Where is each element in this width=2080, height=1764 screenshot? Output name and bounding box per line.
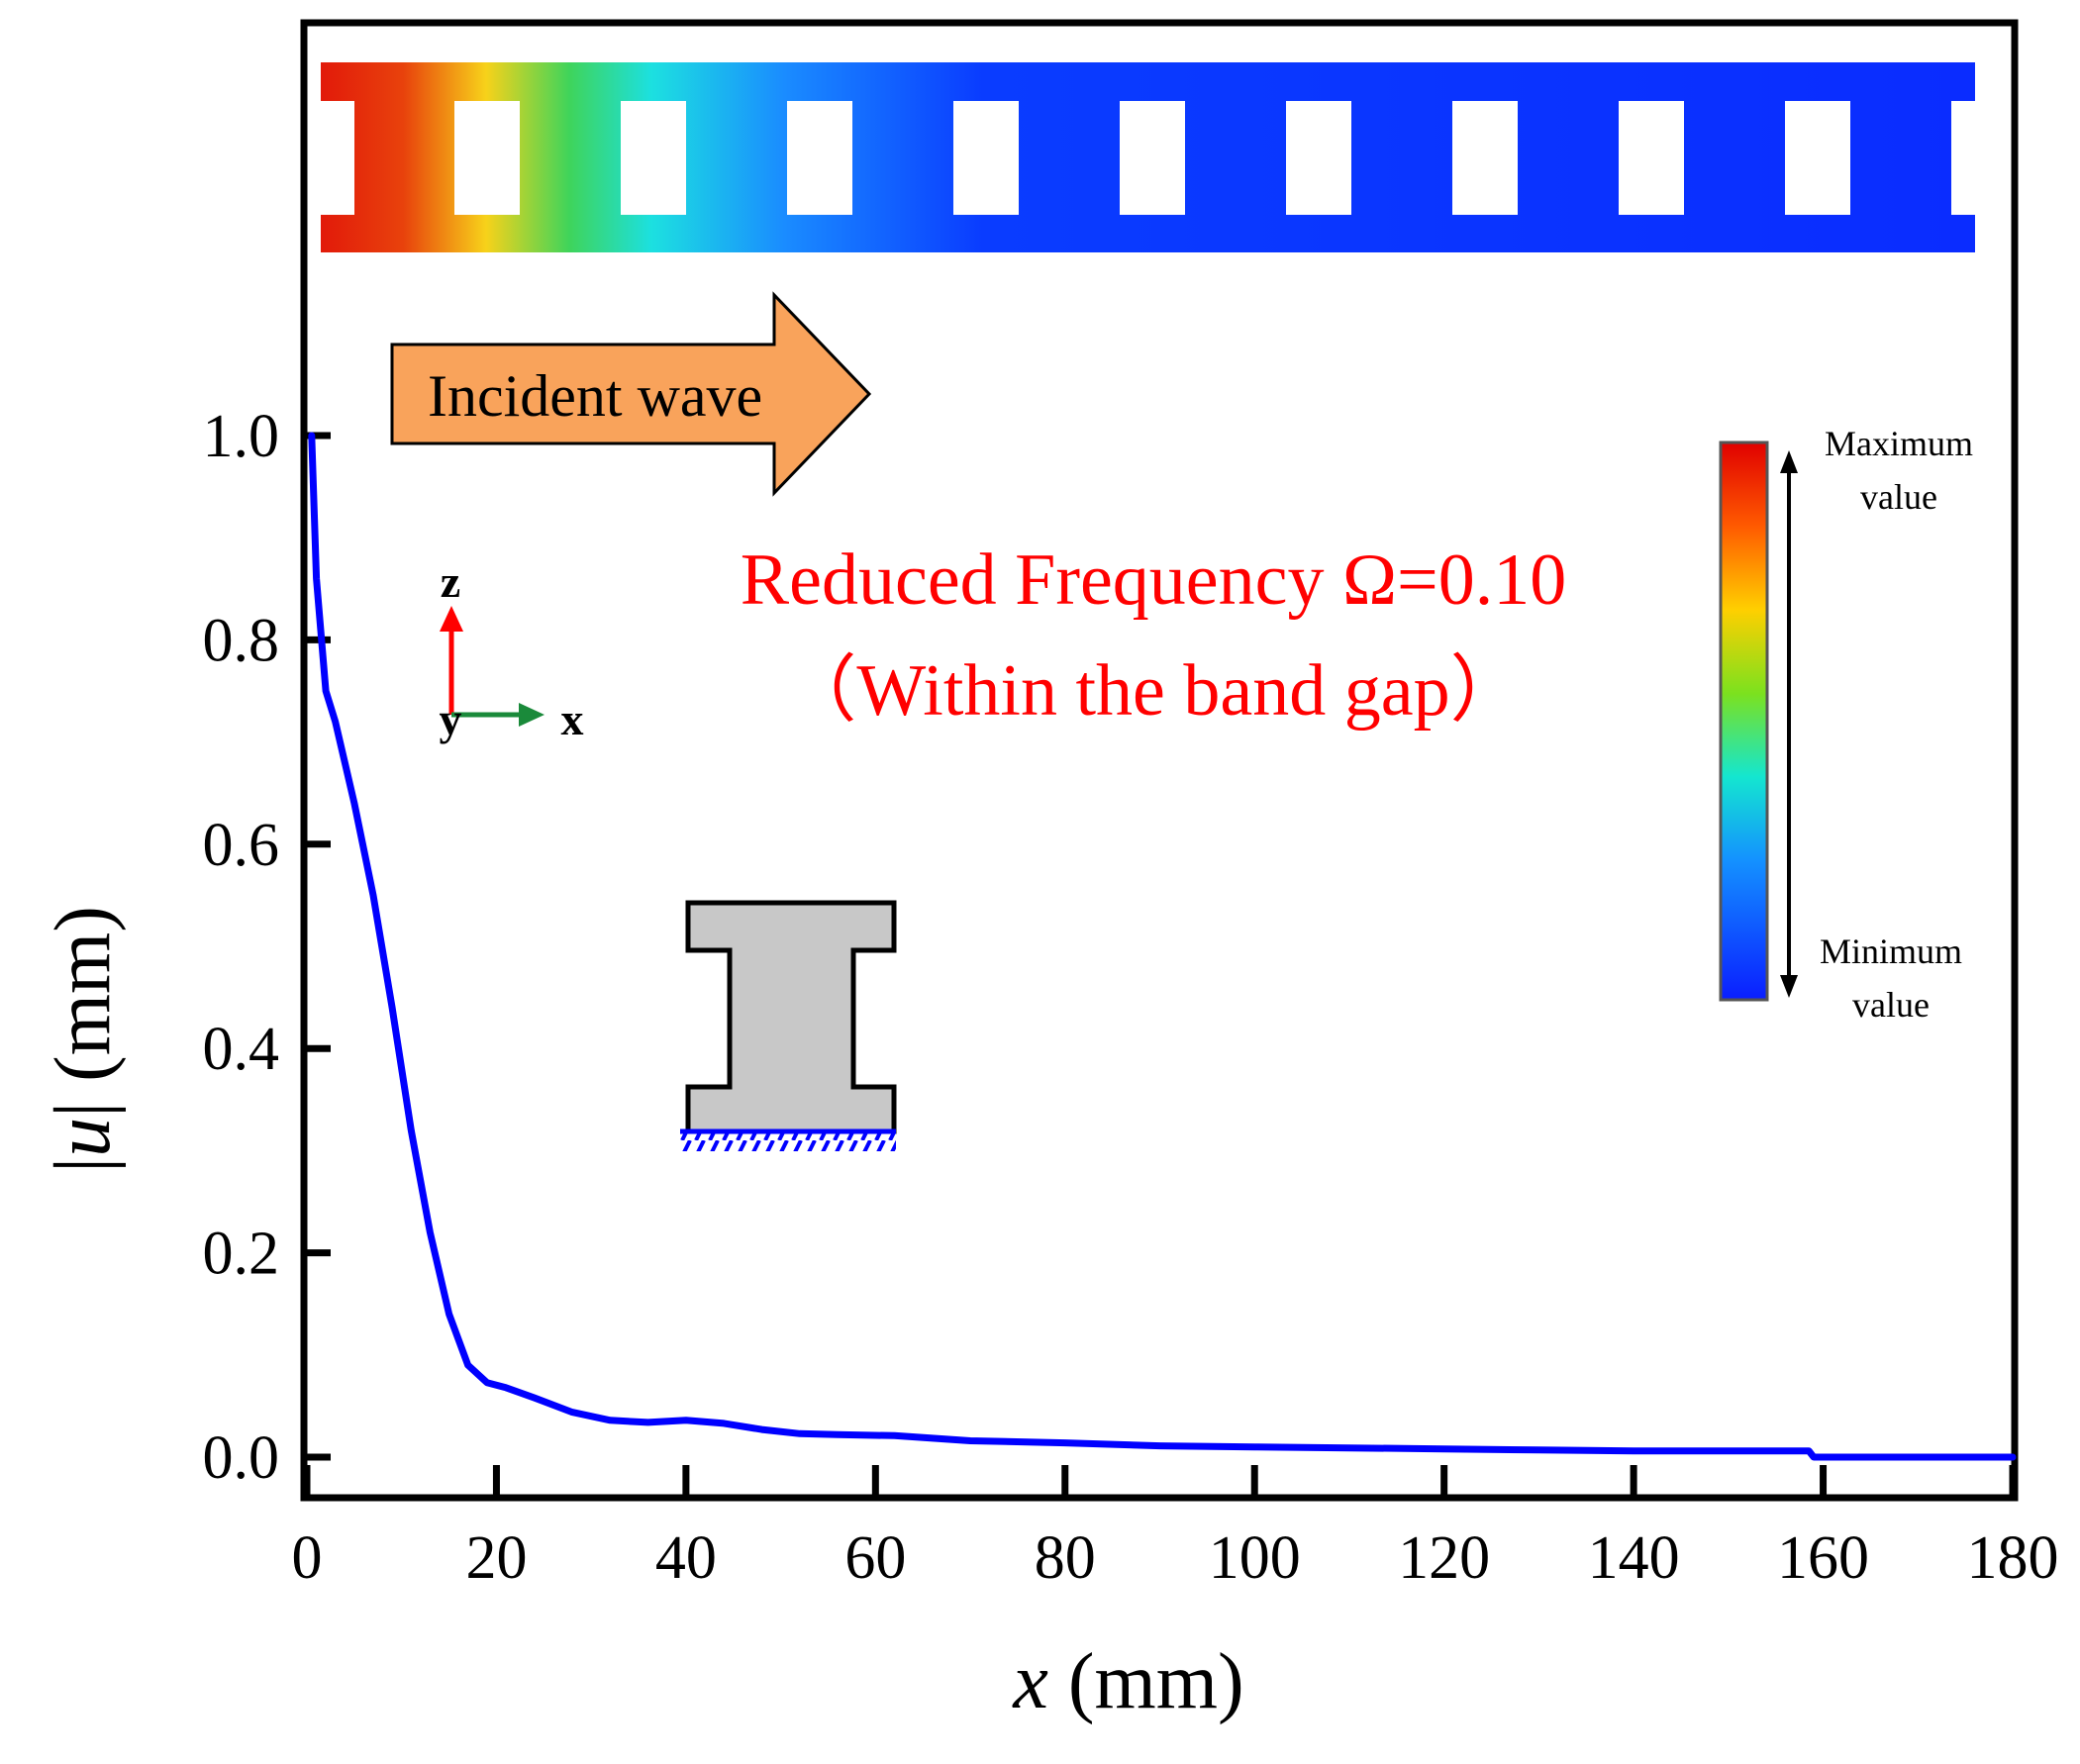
strip-edge-hole xyxy=(321,101,354,215)
strip-hole xyxy=(621,101,686,215)
y-axis-title-var: u xyxy=(40,1118,127,1157)
colorbar-max-label-2: value xyxy=(1860,477,1937,517)
x-tick-label: 60 xyxy=(844,1524,906,1592)
y-axis-title-bar-right: | xyxy=(40,1102,127,1118)
strip-holes xyxy=(321,101,1975,215)
x-tick-label: 80 xyxy=(1035,1524,1096,1592)
x-tick-label: 180 xyxy=(1967,1524,2059,1592)
wave-field-strip xyxy=(321,62,1975,252)
y-axis-title: |u| (mm) xyxy=(40,906,127,1173)
y-tick-label: 0.8 xyxy=(203,607,280,674)
x-axis-title-var: x xyxy=(1012,1638,1048,1725)
x-arrow-head xyxy=(519,703,545,727)
plot-frame xyxy=(300,19,2019,1502)
y-tick-label: 0.0 xyxy=(203,1424,280,1492)
strip-hole xyxy=(1120,101,1185,215)
incident-wave-label: Incident wave xyxy=(428,363,762,429)
strip-hole xyxy=(787,101,852,215)
y-tick-label: 0.6 xyxy=(203,812,280,879)
coordinate-triad: z y x xyxy=(440,556,584,744)
strip-hole xyxy=(454,101,520,215)
fixed-support-hatch xyxy=(680,1131,896,1151)
strip-hole xyxy=(1619,101,1684,215)
colorbar-min-label-2: value xyxy=(1852,985,1930,1025)
frequency-label: Reduced Frequency Ω=0.10 xyxy=(741,539,1566,621)
strip-hole xyxy=(953,101,1019,215)
unit-cell-cross-section xyxy=(680,900,897,1151)
y-axis-title-unit: (mm) xyxy=(40,906,127,1102)
x-axis-ticks: 0 20 40 60 80 100 120 140 160 180 xyxy=(292,1465,2059,1592)
y-tick-label: 1.0 xyxy=(203,403,280,470)
x-tick-label: 0 xyxy=(292,1524,323,1592)
z-axis-label: z xyxy=(441,556,460,607)
x-tick-label: 20 xyxy=(465,1524,527,1592)
y-axis-label: y xyxy=(440,694,462,744)
x-tick-label: 40 xyxy=(655,1524,717,1592)
incident-wave-arrow: Incident wave xyxy=(390,291,872,497)
colorbar-min-label-1: Minimum xyxy=(1820,931,1962,971)
x-tick-label: 160 xyxy=(1777,1524,1869,1592)
y-tick-label: 0.4 xyxy=(203,1016,280,1083)
x-tick-label: 120 xyxy=(1398,1524,1490,1592)
x-axis-title: x (mm) xyxy=(1012,1638,1243,1725)
strip-edge-hole xyxy=(1951,101,1975,215)
x-axis-title-unit: (mm) xyxy=(1048,1638,1244,1725)
y-axis-ticks: 0.0 0.2 0.4 0.6 0.8 1.0 xyxy=(203,403,331,1492)
colorbar-gradient xyxy=(1719,441,1769,1002)
z-arrow-head xyxy=(440,606,463,632)
y-axis-title-bar-left: | xyxy=(40,1157,127,1173)
colorbar-max-label-1: Maximum xyxy=(1825,424,1973,463)
x-axis-triad-label: x xyxy=(561,694,584,744)
incident-wave-arrow-shape xyxy=(390,291,872,497)
strip-hole xyxy=(1286,101,1351,215)
y-tick-label: 0.2 xyxy=(203,1221,280,1288)
series-u-line xyxy=(308,432,2017,1461)
strip-hole xyxy=(1785,101,1850,215)
x-tick-label: 100 xyxy=(1209,1524,1301,1592)
colorbar-arrow-up xyxy=(1780,450,1798,473)
unit-cell-shape xyxy=(685,900,897,1134)
colorbar-arrow-down xyxy=(1780,975,1798,998)
strip-hole xyxy=(1452,101,1518,215)
colorbar: Maximum value Minimum value xyxy=(1719,424,1973,1025)
x-tick-label: 140 xyxy=(1588,1524,1680,1592)
band-gap-label: （Within the band gap） xyxy=(783,650,1523,732)
